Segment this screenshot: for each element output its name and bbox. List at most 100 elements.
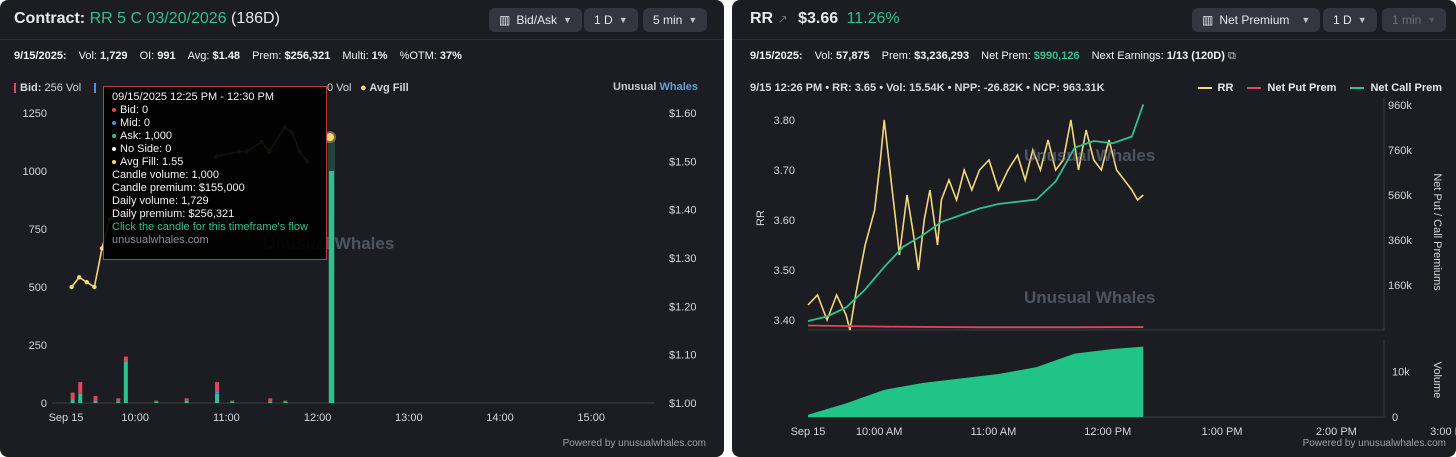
y2-axis-title: Net Put / Call Premiums [1431, 173, 1443, 291]
stat-2: OI: 991 [140, 50, 176, 62]
tooltip-noside: No Side: 0 [112, 143, 318, 156]
chevron-down-icon: ▼ [618, 15, 628, 25]
x-tick-label: 2:00 PM [1316, 426, 1357, 438]
tooltip-noside-text: No Side: 0 [120, 143, 172, 155]
net-premium-chart[interactable]: 3.40 3.50 3.60 3.70 3.80 160k 360k 560k 760k 960k… [732, 0, 1456, 457]
x-tick-label: 13:00 [395, 412, 423, 424]
volume-bar-ask [78, 393, 83, 403]
watermark-bottom: Unusual Whales [1024, 288, 1156, 307]
tooltip-avgfill-text: Avg Fill: 1.55 [120, 156, 184, 168]
interval-label: 1 min [1392, 13, 1422, 27]
interval-dropdown[interactable]: 5 min ▼ [643, 8, 708, 32]
brand-logo: Unusual Whales [613, 81, 698, 93]
contract-title: Contract: RR 5 C 03/20/2026 (186D) [14, 10, 280, 28]
stat-value: 37% [436, 50, 462, 62]
tooltip-mid: Mid: 0 [112, 117, 318, 130]
x-tick-label: 12:00 [304, 412, 332, 424]
stat-label: Avg: [187, 50, 210, 62]
stat-value: $256,321 [281, 50, 331, 62]
volume-bar-bid [70, 392, 75, 400]
ticker-symbol[interactable]: RR [750, 10, 774, 27]
chevron-down-icon: ▼ [1427, 15, 1437, 25]
x-tick-label: 1:00 PM [1202, 426, 1243, 438]
stat-1: Vol: 57,875 [815, 50, 870, 62]
net-premium-dropdown[interactable]: ▥ Net Premium ▼ [1192, 8, 1321, 32]
volume-bar-bid [123, 356, 128, 362]
bid-dot [112, 108, 116, 113]
stat-6: %OTM: 37% [400, 50, 462, 62]
external-arrow-icon[interactable]: ↗ [777, 12, 788, 26]
noside-dot [112, 147, 116, 152]
avg-fill-legend: ● Avg Fill [360, 82, 409, 94]
stat-label: Prem: [881, 50, 912, 62]
x-tick-label: 12:00 PM [1084, 426, 1131, 438]
series-legend: RR Net Put Prem Net Call Prem [1197, 82, 1442, 94]
stat-value: 991 [154, 50, 176, 62]
y-tick-label: 3.60 [774, 215, 795, 227]
stat-value: 1% [368, 50, 388, 62]
y2-tick-label: $1.20 [669, 301, 697, 313]
stat-label: Next Earnings: [1091, 50, 1164, 62]
legend-rr[interactable]: RR [1197, 82, 1233, 94]
bid-legend-value: 256 Vol [44, 82, 82, 94]
stat-label: 9/15/2025: [750, 50, 803, 62]
hover-column [328, 135, 336, 403]
powered-by[interactable]: Powered by unusualwhales.com [1302, 438, 1446, 449]
x-tick-label: 3:00 PM [1430, 426, 1456, 438]
y-axis-title: RR [755, 210, 767, 226]
legend-net-put[interactable]: Net Put Prem [1247, 82, 1336, 94]
bid-swatch [14, 83, 16, 94]
y-tick-label: 0 [41, 398, 47, 410]
volume-bar-bid [93, 396, 98, 401]
range-dropdown[interactable]: 1 D ▼ [1323, 8, 1377, 32]
volume-bar-bid [154, 400, 159, 402]
y2-tick-label: $1.30 [669, 253, 697, 265]
avg-fill-point [69, 284, 74, 290]
contract-name[interactable]: RR 5 C 03/20/2026 [89, 10, 227, 27]
chevron-down-icon: ▼ [688, 15, 698, 25]
stat-4: Next Earnings: 1/13 (120D) ⧉ [1092, 50, 1236, 62]
volume-bar-mid [116, 400, 121, 402]
y-tick-label: 3.50 [774, 265, 795, 277]
side-legend: Bid: 256 Vol 0 Vol ● Avg Fill [14, 82, 409, 94]
volume-bar-bid [268, 398, 273, 402]
stat-1: Vol: 1,729 [79, 50, 128, 62]
volume-bar-bid [230, 400, 235, 402]
x-tick-label: 10:00 AM [856, 426, 902, 438]
volume-bar-ask [215, 393, 220, 403]
x-tick-label: Sep 15 [49, 412, 84, 424]
external-link-icon[interactable]: ⧉ [1224, 50, 1236, 62]
legend-net-call[interactable]: Net Call Prem [1350, 82, 1442, 94]
x-tick-label: Sep 15 [791, 426, 826, 438]
volume-bar-ask [184, 400, 189, 403]
volume-tick-label: 10k [1392, 367, 1410, 379]
y2-tick-label: $1.50 [669, 156, 697, 168]
volume-bar-ask [154, 401, 159, 403]
interval-dropdown[interactable]: 1 min ▼ [1382, 8, 1447, 32]
stat-label: OI: [139, 50, 155, 62]
range-dropdown[interactable]: 1 D ▼ [584, 8, 638, 32]
put-swatch [1247, 87, 1262, 89]
avg-fill-legend-label: Avg Fill [369, 82, 409, 94]
bid-ask-dropdown[interactable]: ▥ Bid/Ask ▼ [489, 8, 582, 32]
volume-bar-ask [123, 361, 128, 403]
volume-bar-ask [230, 401, 235, 403]
ask-dot [112, 134, 116, 139]
tooltip-ask-text: Ask: 1,000 [120, 130, 172, 142]
stat-value: $3,236,293 [911, 50, 970, 62]
brand-word-2: Whales [659, 81, 698, 93]
avgfill-dot [112, 160, 116, 165]
y-tick-label: 1000 [23, 166, 47, 178]
y-tick-label: 1250 [23, 108, 47, 120]
tooltip-time: 09/15/2025 12:25 PM - 12:30 PM [112, 91, 275, 103]
tooltip-flow-link[interactable]: Click the candle for this timeframe's fl… [112, 221, 308, 233]
y-tick-label: 3.80 [774, 115, 795, 127]
volume-area [808, 346, 1144, 417]
stat-5: Multi: 1% [342, 50, 387, 62]
watermark-top: Unusual Whales [1024, 146, 1156, 165]
noside-legend-value: 0 Vol [327, 82, 352, 94]
contract-prefix: Contract: [14, 10, 86, 27]
y2-tick-label: 360k [1388, 235, 1412, 247]
powered-by[interactable]: Powered by unusualwhales.com [562, 438, 706, 449]
stat-label: Vol: [814, 50, 833, 62]
